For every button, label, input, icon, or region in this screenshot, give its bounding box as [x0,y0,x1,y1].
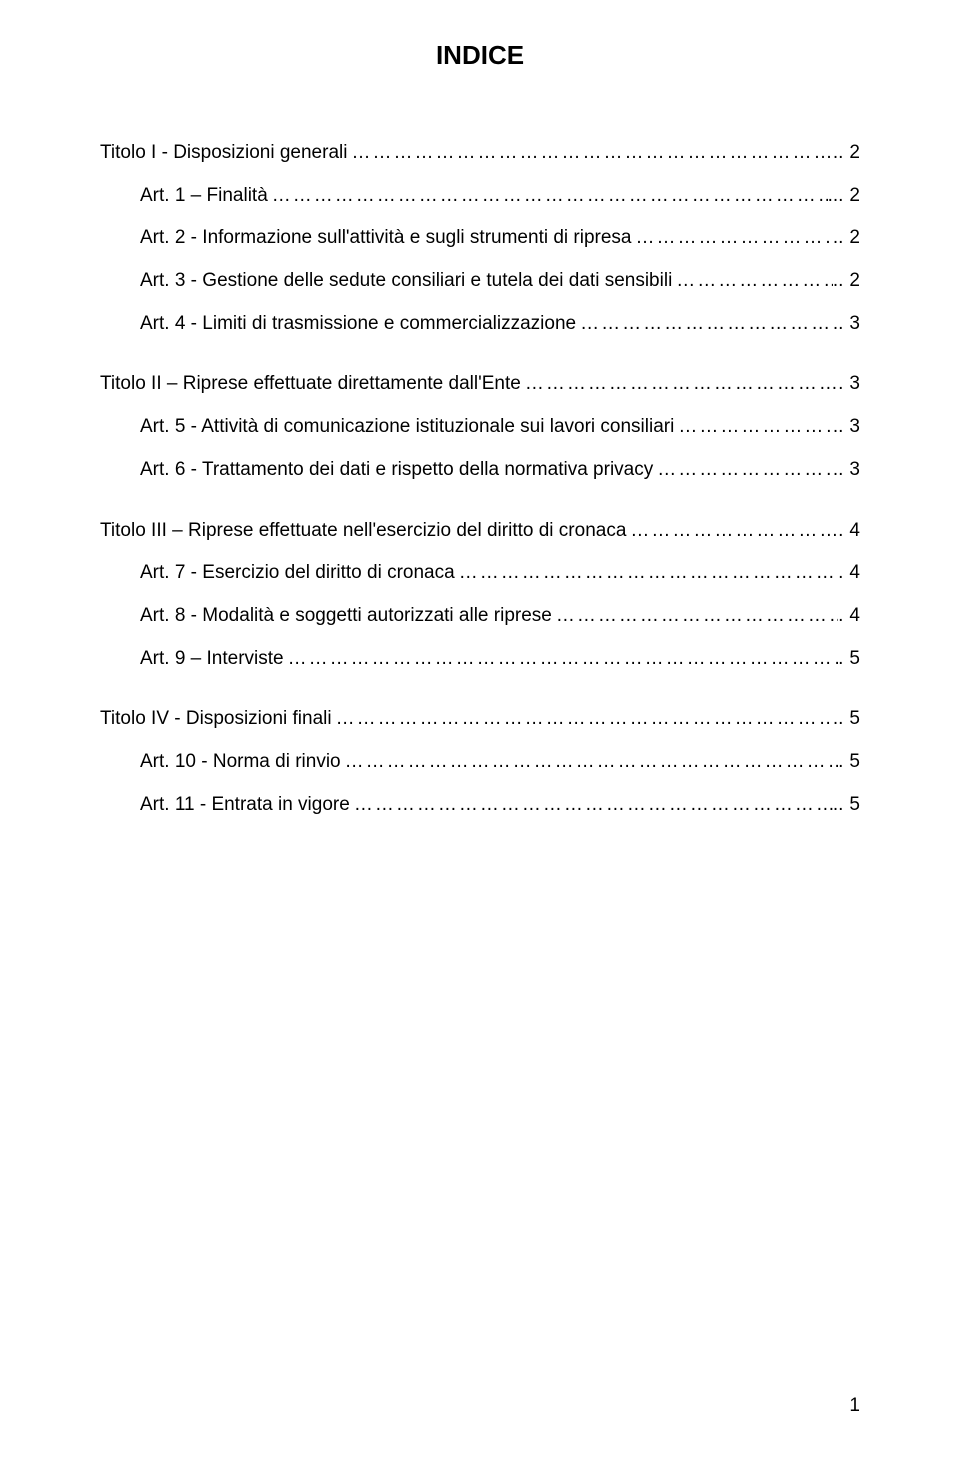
toc-item-page: 3 [843,458,860,483]
toc-trail: .. [833,226,844,251]
toc-item-label: Art. 9 – Interviste [140,647,284,672]
toc-item-page: 3 [843,312,860,337]
toc-leader: …………………………………………………………………………………………………………… [350,793,833,818]
toc-heading-page: 2 [843,141,860,166]
toc-item-page: 3 [843,415,860,440]
toc-item-page: 2 [843,184,860,209]
toc-item-page: 4 [843,561,860,586]
toc-trail: .. [833,707,844,732]
toc-leader: …………………………………………………………………………………………………………… [672,269,833,294]
toc-item-label: Art. 5 - Attività di comunicazione istit… [140,415,674,440]
toc-heading-page: 5 [843,707,860,732]
toc-section-3: Titolo IV - Disposizioni finali ……………………… [100,707,860,817]
toc-leader: …………………………………………………………………………………………………………… [347,141,832,166]
toc-item-label: Art. 8 - Modalità e soggetti autorizzati… [140,604,552,629]
toc-heading-3: Titolo IV - Disposizioni finali ……………………… [100,707,860,732]
toc-item: Art. 5 - Attività di comunicazione istit… [100,415,860,440]
toc-item-label: Art. 3 - Gestione delle sedute consiliar… [140,269,672,294]
toc-item: Art. 2 - Informazione sull'attività e su… [100,226,860,251]
toc-item-page: 2 [843,226,860,251]
toc-item: Art. 7 - Esercizio del diritto di cronac… [100,561,860,586]
toc-heading-page: 4 [843,519,860,544]
toc-leader: …………………………………………………………………………………………………………… [653,458,833,483]
toc-trail: .. [833,312,844,337]
toc-item: Art. 3 - Gestione delle sedute consiliar… [100,269,860,294]
toc-heading-0: Titolo I - Disposizioni generali …………………… [100,141,860,166]
toc-heading-label: Titolo II – Riprese effettuate direttame… [100,372,521,397]
toc-leader: …………………………………………………………………………………………………………… [341,750,839,775]
toc-leader: …………………………………………………………………………………………………………… [626,519,838,544]
toc-trail: .. [833,269,844,294]
toc-item: Art. 1 – Finalità …………………………………………………………… [100,184,860,209]
toc-leader: …………………………………………………………………………………………………………… [284,647,839,672]
toc-item: Art. 9 – Interviste ……………………………………………………… [100,647,860,672]
toc-section-0: Titolo I - Disposizioni generali …………………… [100,141,860,336]
toc-leader: …………………………………………………………………………………………………………… [521,372,838,397]
toc-item-label: Art. 10 - Norma di rinvio [140,750,341,775]
toc-item-page: 4 [843,604,860,629]
toc-leader: …………………………………………………………………………………………………………… [632,226,833,251]
toc-leader: …………………………………………………………………………………………………………… [674,415,833,440]
toc-item-label: Art. 2 - Informazione sull'attività e su… [140,226,632,251]
toc-item-page: 5 [843,647,860,672]
toc-leader: …………………………………………………………………………………………………………… [576,312,833,337]
toc-section-2: Titolo III – Riprese effettuate nell'ese… [100,519,860,672]
toc-heading-label: Titolo I - Disposizioni generali [100,141,347,166]
toc-trail: .. [833,415,844,440]
footer-page-number: 1 [849,1395,860,1417]
toc-trail: .. [833,793,844,818]
toc-leader: …………………………………………………………………………………………………………… [552,604,838,629]
toc-item: Art. 6 - Trattamento dei dati e rispetto… [100,458,860,483]
toc-heading-page: 3 [843,372,860,397]
main-title: INDICE [100,40,860,71]
toc-leader: …………………………………………………………………………………………………………… [455,561,838,586]
toc-item-label: Art. 1 – Finalità [140,184,268,209]
toc-heading-label: Titolo IV - Disposizioni finali [100,707,332,732]
toc-item: Art. 10 - Norma di rinvio ……………………………………… [100,750,860,775]
toc-section-1: Titolo II – Riprese effettuate direttame… [100,372,860,482]
toc-item-label: Art. 4 - Limiti di trasmissione e commer… [140,312,576,337]
toc-item: Art. 8 - Modalità e soggetti autorizzati… [100,604,860,629]
toc-leader: …………………………………………………………………………………………………………… [332,707,833,732]
page: INDICE Titolo I - Disposizioni generali … [0,0,960,1457]
toc-trail: .. [833,141,844,166]
toc-item: Art. 11 - Entrata in vigore ………………………………… [100,793,860,818]
toc-heading-1: Titolo II – Riprese effettuate direttame… [100,372,860,397]
toc-item-label: Art. 7 - Esercizio del diritto di cronac… [140,561,455,586]
toc-item-label: Art. 11 - Entrata in vigore [140,793,350,818]
toc-item-page: 5 [843,793,860,818]
toc-heading-2: Titolo III – Riprese effettuate nell'ese… [100,519,860,544]
toc-item-page: 5 [843,750,860,775]
toc-item-page: 2 [843,269,860,294]
toc-trail: ... [828,184,844,209]
toc-heading-label: Titolo III – Riprese effettuate nell'ese… [100,519,626,544]
toc-leader: …………………………………………………………………………………………………………… [268,184,828,209]
toc-item: Art. 4 - Limiti di trasmissione e commer… [100,312,860,337]
toc-trail: .. [833,458,844,483]
toc-item-label: Art. 6 - Trattamento dei dati e rispetto… [140,458,653,483]
